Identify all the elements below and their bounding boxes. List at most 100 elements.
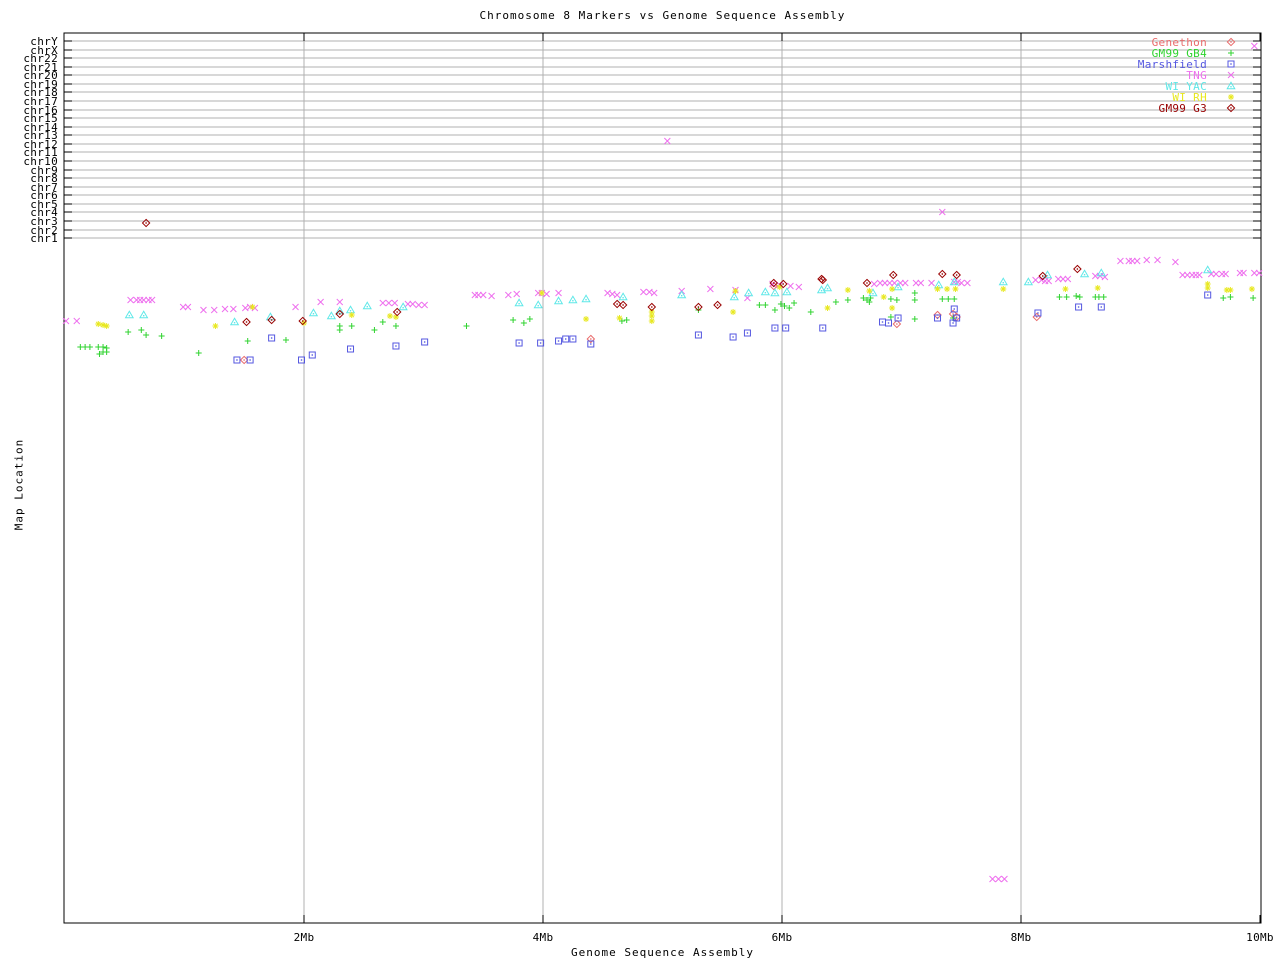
legend-marker-marshfield xyxy=(1227,60,1235,68)
data-point-marker xyxy=(826,288,829,290)
data-point-marker xyxy=(1037,312,1039,314)
data-point-marker xyxy=(349,310,352,312)
data-point-marker xyxy=(308,351,316,359)
data-point-marker xyxy=(730,309,737,315)
data-point-marker xyxy=(1036,316,1038,318)
data-point-marker xyxy=(955,316,958,318)
data-point-marker xyxy=(822,327,824,329)
data-point-marker xyxy=(514,298,524,307)
y-tick-label-chr10: chr10 xyxy=(23,155,58,168)
data-point-marker xyxy=(125,329,132,335)
data-point-marker xyxy=(385,299,393,307)
legend-label-wi-rh: WI RH xyxy=(1172,91,1207,104)
data-point-marker xyxy=(1154,256,1161,264)
data-point-marker xyxy=(402,307,404,309)
data-point-marker xyxy=(366,306,368,308)
data-point-marker xyxy=(677,290,687,299)
data-point-marker xyxy=(265,312,276,321)
data-point-marker xyxy=(1054,275,1062,283)
data-point-marker xyxy=(392,323,399,329)
data-point-marker xyxy=(1117,257,1124,265)
data-point-marker xyxy=(1227,71,1235,79)
data-point-marker xyxy=(537,305,539,307)
data-point-marker xyxy=(911,290,918,296)
data-point-marker xyxy=(743,329,751,337)
data-point-marker xyxy=(640,288,647,296)
x-tick-label-2Mb: 2Mb xyxy=(294,931,315,944)
data-point-marker xyxy=(386,313,393,319)
data-point-marker xyxy=(945,296,952,302)
data-point-marker xyxy=(298,316,308,326)
data-point-marker xyxy=(1228,94,1234,100)
data-point-marker xyxy=(787,282,794,290)
data-point-marker xyxy=(887,314,894,320)
data-point-marker xyxy=(335,309,345,319)
data-point-marker xyxy=(518,303,520,305)
data-point-marker xyxy=(955,317,958,319)
data-point-marker xyxy=(572,300,574,302)
y-tick-label-chr19: chr19 xyxy=(23,78,58,91)
data-point-marker xyxy=(533,300,543,309)
data-point-marker xyxy=(832,299,839,305)
data-point-marker xyxy=(141,218,151,228)
data-point-marker xyxy=(622,304,624,306)
data-point-marker xyxy=(423,341,426,343)
series-wi-yac xyxy=(124,265,1213,326)
data-point-marker xyxy=(504,291,512,299)
data-point-marker xyxy=(1027,282,1030,284)
data-point-marker xyxy=(937,269,947,279)
data-point-marker xyxy=(1228,50,1234,56)
data-point-marker xyxy=(1206,294,1209,296)
data-point-marker xyxy=(1204,291,1212,299)
data-point-marker xyxy=(292,303,299,311)
data-point-marker xyxy=(1001,875,1008,883)
data-point-marker xyxy=(246,356,254,364)
data-point-marker xyxy=(729,292,739,301)
data-point-marker xyxy=(782,287,792,296)
data-point-marker xyxy=(1230,107,1232,109)
data-point-marker xyxy=(86,344,93,350)
y-tick-label-chr17: chr17 xyxy=(23,95,58,108)
data-point-marker xyxy=(330,316,333,318)
data-point-marker xyxy=(1220,295,1227,301)
legend-label-marshfield: Marshfield xyxy=(1138,58,1207,71)
data-point-marker xyxy=(884,319,892,327)
data-point-marker xyxy=(479,291,487,299)
data-point-marker xyxy=(242,317,251,327)
data-point-marker xyxy=(555,289,562,297)
data-point-marker xyxy=(651,306,653,308)
data-point-marker xyxy=(773,282,775,284)
data-point-marker xyxy=(888,270,898,280)
data-point-marker xyxy=(950,305,958,313)
data-point-marker xyxy=(562,335,570,343)
data-point-marker xyxy=(244,338,251,344)
data-point-marker xyxy=(618,300,628,310)
x-tick-label-8Mb: 8Mb xyxy=(1011,931,1032,944)
data-point-marker xyxy=(876,279,884,287)
data-point-marker xyxy=(729,333,737,341)
y-tick-label-chr3: chr3 xyxy=(30,215,58,228)
data-point-marker xyxy=(488,292,495,300)
data-point-marker xyxy=(897,287,899,289)
legend-marker-gm99-gb4 xyxy=(1228,50,1234,56)
data-point-marker xyxy=(995,875,1002,883)
data-point-marker xyxy=(475,291,482,299)
data-point-marker xyxy=(1042,270,1053,279)
y-tick-label-chr21: chr21 xyxy=(23,61,58,74)
y-tick-label-chr16: chr16 xyxy=(23,104,58,117)
data-point-marker xyxy=(520,320,527,326)
data-point-marker xyxy=(1230,63,1232,65)
x-tick-label-10Mb: 10Mb xyxy=(1246,931,1274,944)
data-point-marker xyxy=(938,208,946,216)
data-point-marker xyxy=(581,294,591,303)
data-point-marker xyxy=(379,299,387,307)
data-point-marker xyxy=(784,327,787,329)
data-point-marker xyxy=(1222,270,1229,278)
data-point-marker xyxy=(964,279,971,287)
data-point-marker xyxy=(300,359,303,361)
data-point-marker xyxy=(1045,277,1053,285)
data-point-marker xyxy=(221,305,229,313)
data-point-marker xyxy=(762,302,769,308)
data-point-marker xyxy=(128,315,131,317)
data-point-marker xyxy=(1250,295,1257,301)
